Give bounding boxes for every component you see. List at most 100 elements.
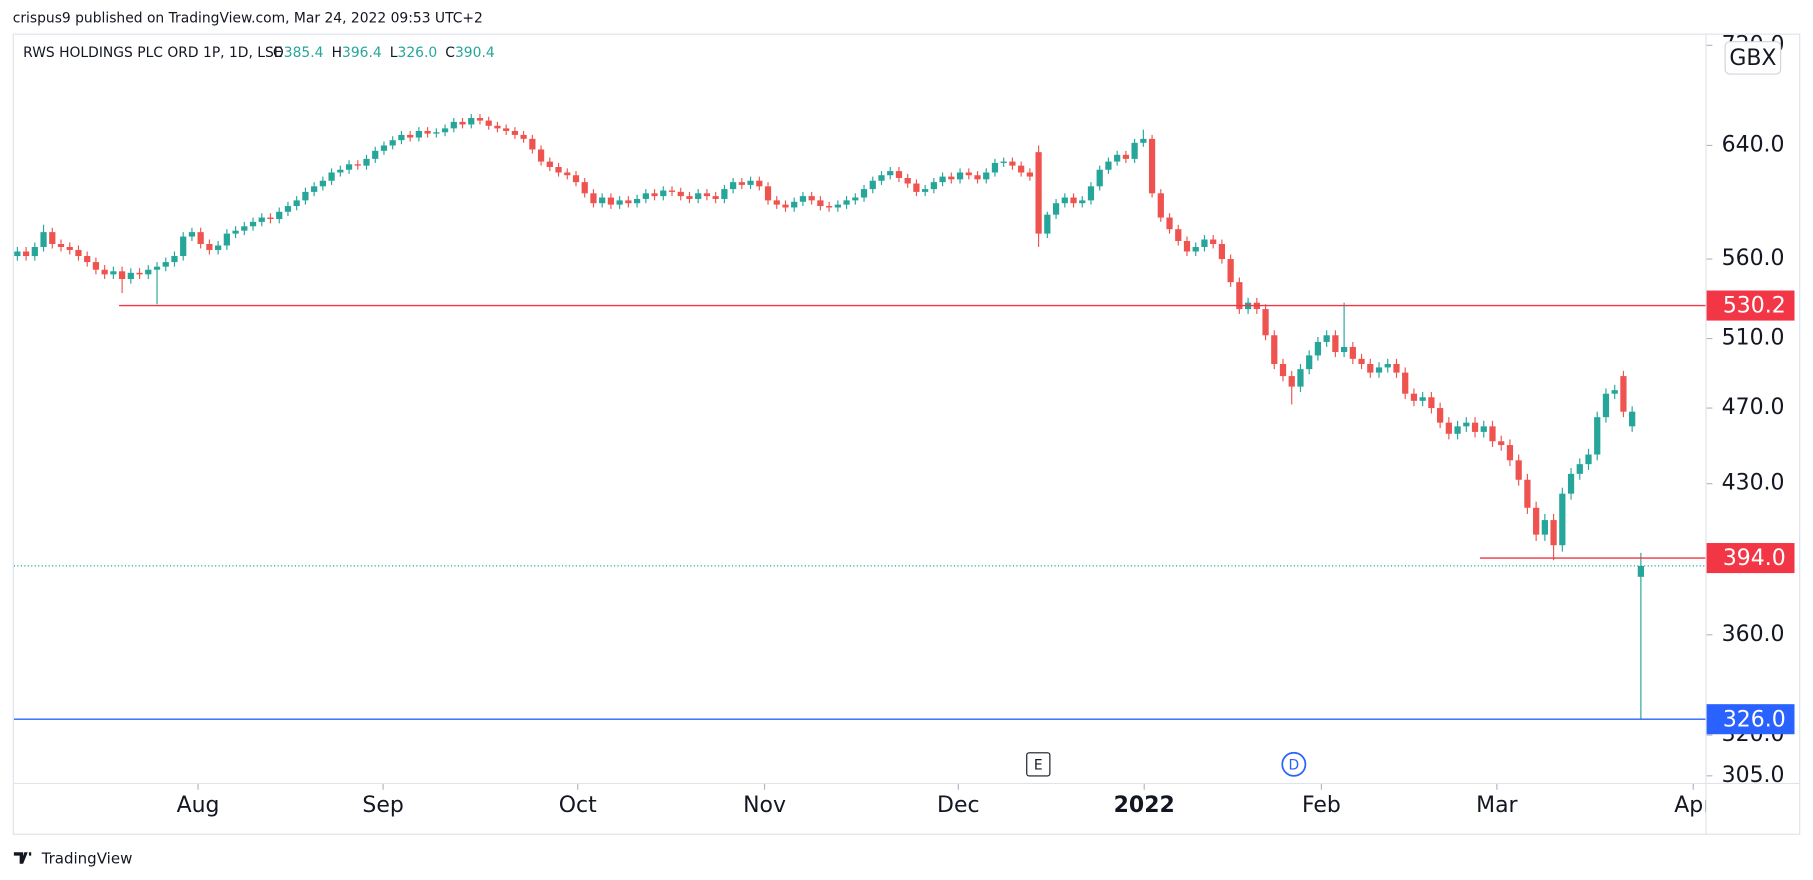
candle-body (75, 249, 82, 257)
candle-body (1428, 397, 1435, 409)
candle-body (293, 200, 300, 207)
candle-body (1140, 138, 1147, 143)
footer-logo: TradingView (13, 850, 133, 868)
candle-body (1436, 408, 1444, 423)
candle-body (1279, 363, 1287, 377)
candle-body (651, 193, 658, 197)
candle-body (1018, 165, 1025, 173)
symbol-title: RWS HOLDINGS PLC ORD 1P, 1D, LSE (23, 45, 282, 61)
legend-value: 390.4 (455, 45, 495, 61)
candle-body (49, 232, 56, 244)
candle-body (503, 128, 510, 131)
candle-body (363, 158, 370, 166)
logo-mark (13, 852, 32, 864)
candle-body (799, 196, 807, 202)
candle-body (197, 232, 204, 244)
candle-body (1489, 426, 1496, 442)
x-tick-label: Mar (1476, 793, 1518, 818)
candle-body (695, 193, 702, 199)
candle-body (1410, 393, 1418, 401)
y-tick-label: 360.0 (1722, 622, 1785, 647)
candle-body (145, 269, 152, 275)
candle-body (1306, 355, 1313, 370)
candle-body (712, 196, 719, 199)
candle-body (162, 262, 169, 267)
candle-body (354, 164, 361, 166)
candle-body (1576, 464, 1583, 474)
candle-body (415, 130, 423, 138)
candle-body (494, 125, 501, 129)
x-tick-label: Aug (177, 793, 220, 818)
candle-body (223, 233, 230, 246)
candle-body (1498, 441, 1505, 446)
candle-body (188, 232, 196, 237)
candle-body (625, 200, 632, 204)
event-label: D (1289, 757, 1300, 773)
x-tick-label: Dec (937, 793, 979, 818)
candle-body (956, 172, 964, 180)
y-tick-label: 560.0 (1722, 246, 1785, 271)
legend-key: O (273, 45, 284, 61)
candle-body (249, 221, 257, 227)
candle-body (337, 169, 344, 173)
candle-body (1332, 335, 1339, 353)
candle-body (834, 204, 841, 208)
price-line-tag (1706, 290, 1795, 321)
candle-body (1533, 507, 1540, 535)
candle-body (1148, 138, 1156, 194)
candle-body (1323, 335, 1330, 342)
x-tick-label: 2022 (1114, 793, 1175, 818)
x-tick-label: Nov (743, 793, 786, 818)
y-tick-label: 470.0 (1722, 395, 1785, 420)
candle-body (180, 236, 187, 257)
candle-body (1105, 161, 1112, 170)
candle-body (1349, 346, 1356, 359)
candle-body (258, 217, 265, 222)
candle-body (1567, 473, 1575, 494)
candle-body (1367, 363, 1374, 373)
candle-body (738, 182, 745, 185)
candle-body (843, 200, 850, 205)
earnings-marker (1026, 752, 1051, 777)
candle-body (153, 266, 161, 270)
y-tick-label: 430.0 (1722, 471, 1785, 496)
candle-body (808, 196, 815, 201)
candle-body (1096, 169, 1103, 187)
candle-body (983, 172, 990, 180)
footer-brand: TradingView (41, 850, 133, 868)
candle-body (319, 180, 326, 187)
chart-frame (12, 33, 1801, 835)
candle-body (747, 180, 754, 185)
dividend-marker (1281, 751, 1307, 777)
candle-body (1201, 239, 1208, 247)
candle-body (1471, 422, 1479, 432)
candle-body (1035, 152, 1042, 234)
candle-body (1637, 565, 1644, 577)
candle-body (1375, 367, 1383, 373)
candle-body (895, 171, 903, 178)
legend-key: H (332, 45, 342, 61)
candle-body (1611, 390, 1618, 394)
y-tick-label: 640.0 (1722, 132, 1785, 157)
candle-body (1157, 193, 1164, 218)
candle-body (1629, 411, 1636, 427)
candle-body (546, 161, 553, 168)
currency-label: GBX (1729, 46, 1776, 71)
candle-body (756, 180, 763, 187)
candle-body (136, 272, 143, 275)
x-tick-label: Oct (559, 793, 597, 818)
candle-body (1402, 372, 1409, 394)
candle-body (1620, 376, 1627, 412)
candle-body (520, 134, 527, 139)
candle-body (1524, 479, 1531, 508)
candle-body (1070, 197, 1077, 204)
candle-body (581, 182, 588, 194)
candle-body (441, 128, 449, 133)
x-tick-label: Apr (1674, 793, 1713, 818)
candle-body (84, 256, 91, 263)
candle-body (328, 172, 335, 181)
candle-body (703, 193, 711, 197)
candle-body (1314, 341, 1322, 356)
candle-body (860, 189, 868, 198)
